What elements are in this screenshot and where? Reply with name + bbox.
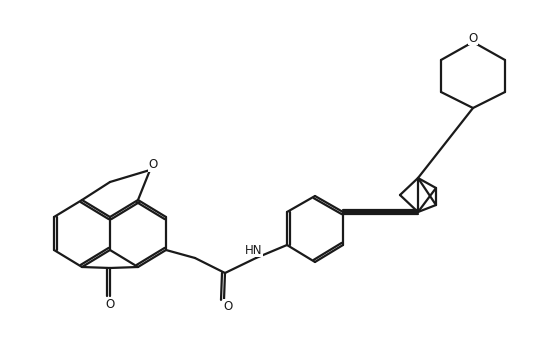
Text: HN: HN bbox=[245, 244, 263, 257]
Text: O: O bbox=[223, 299, 233, 313]
Text: O: O bbox=[469, 31, 478, 44]
Text: O: O bbox=[105, 298, 115, 312]
Text: O: O bbox=[148, 158, 157, 172]
